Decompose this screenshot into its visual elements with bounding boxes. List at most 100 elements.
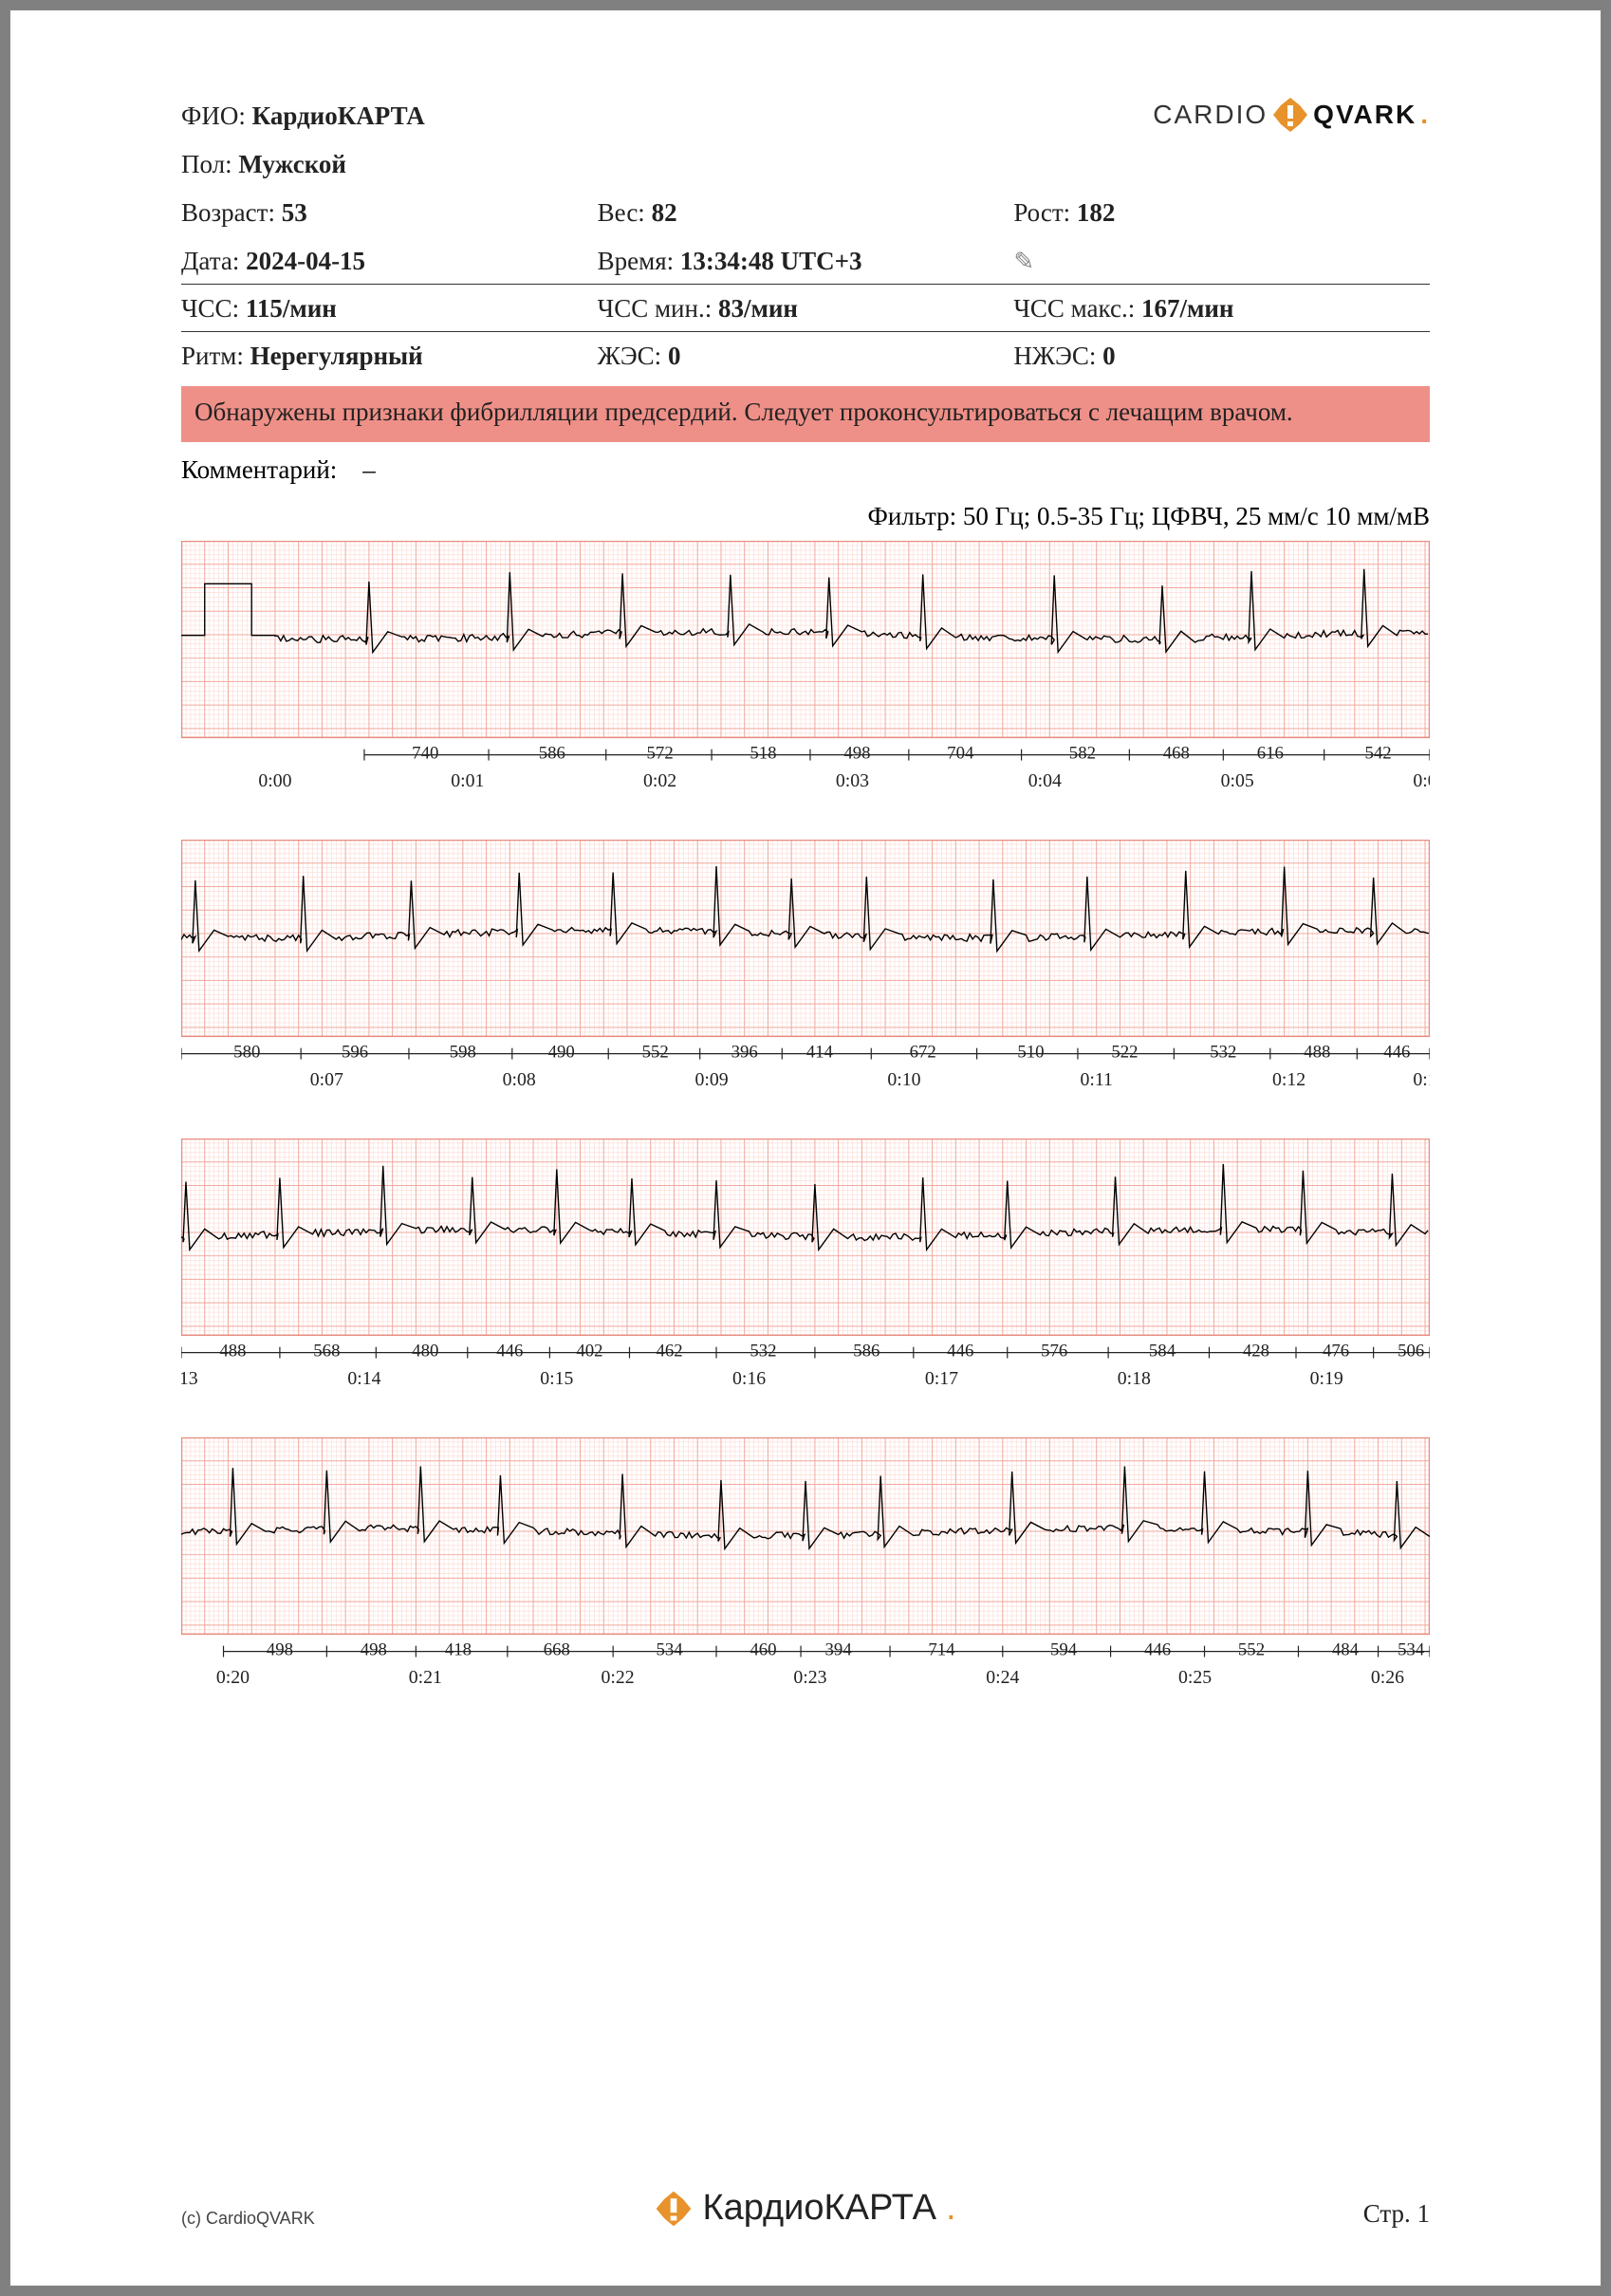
svg-text:598: 598 (450, 1043, 476, 1063)
svg-text:532: 532 (750, 1342, 776, 1361)
svg-text:584: 584 (1149, 1342, 1176, 1361)
hr-max: ЧСС макс.: 167/мин (1013, 284, 1430, 329)
brand-text-right: QVARK (1313, 100, 1417, 130)
svg-text:582: 582 (1069, 744, 1096, 764)
page-number: Стр. 1 (1363, 2199, 1430, 2229)
brand-dot: . (1420, 100, 1430, 130)
svg-text:0:16: 0:16 (732, 1369, 766, 1390)
record-date: Дата: 2024-04-15 (181, 241, 598, 282)
patient-height: Рост: 182 (1013, 193, 1430, 233)
svg-text:534: 534 (1398, 1640, 1425, 1660)
svg-text:594: 594 (1050, 1640, 1078, 1660)
report-page: CARDIO QVARK. ФИО: КардиоКАРТА Пол: Мужс… (9, 9, 1602, 2287)
comment-label: Комментарий: (181, 455, 337, 484)
edit-pencil-icon[interactable]: ✎ (1013, 248, 1034, 275)
comment-value: – (362, 455, 376, 484)
svg-text:542: 542 (1364, 744, 1391, 764)
rhythm-row: Ритм: Нерегулярный ЖЭС: 0 НЖЭС: 0 (181, 331, 1430, 377)
svg-text:498: 498 (843, 744, 870, 764)
svg-text:468: 468 (1163, 744, 1190, 764)
svg-text:0:04: 0:04 (1028, 770, 1062, 791)
footer-brand-icon (655, 2190, 693, 2228)
svg-text:402: 402 (576, 1342, 602, 1361)
svg-text:446: 446 (1383, 1043, 1410, 1063)
svg-text:0:02: 0:02 (643, 770, 676, 791)
svg-text:0:24: 0:24 (986, 1668, 1019, 1689)
svg-text:672: 672 (910, 1043, 936, 1063)
svg-text:0:09: 0:09 (694, 1069, 728, 1090)
svg-text:586: 586 (853, 1342, 880, 1361)
record-time: Время: 13:34:48 UTC+3 (598, 241, 1014, 282)
svg-text:0:00: 0:00 (258, 770, 291, 791)
svg-text:0:23: 0:23 (793, 1668, 826, 1689)
svg-text:0:03: 0:03 (836, 770, 869, 791)
svg-text:428: 428 (1243, 1342, 1269, 1361)
svg-text:0:13: 0:13 (1413, 1069, 1430, 1090)
svg-text:498: 498 (267, 1640, 293, 1660)
svg-text:0:21: 0:21 (409, 1668, 442, 1689)
patient-sex: Пол: Мужской (181, 144, 1430, 185)
svg-text:0:05: 0:05 (1221, 770, 1254, 791)
svg-text:518: 518 (750, 744, 776, 764)
ecg-strip: 580596598490552396414672510522532488446 … (181, 840, 1430, 1099)
svg-text:460: 460 (750, 1640, 776, 1660)
svg-text:0:22: 0:22 (602, 1668, 635, 1689)
hr-avg: ЧСС: 115/мин (181, 284, 598, 329)
edit-cell: ✎ (1013, 241, 1430, 282)
warning-banner: Обнаружены признаки фибрилляции предсерд… (181, 386, 1430, 442)
ecg-strip: 488 568 480 446 402 462 532 586 446 576 584 428 476 5… (181, 1139, 1430, 1398)
copyright: (c) CardioQVARK (181, 2209, 315, 2229)
footer-logo: КардиоКАРТА. (181, 2188, 1430, 2229)
svg-text:0:20: 0:20 (216, 1668, 250, 1689)
svg-text:0:01: 0:01 (451, 770, 484, 791)
svg-text:552: 552 (1238, 1640, 1265, 1660)
svg-text:704: 704 (947, 744, 974, 764)
svg-text:0:25: 0:25 (1178, 1668, 1212, 1689)
footer: КардиоКАРТА. (c) CardioQVARK Стр. 1 (181, 2169, 1430, 2229)
svg-text:476: 476 (1323, 1342, 1349, 1361)
svg-text:446: 446 (1144, 1640, 1171, 1660)
svg-text:484: 484 (1332, 1640, 1360, 1660)
brand-icon (1271, 96, 1309, 134)
svg-text:0:26: 0:26 (1371, 1668, 1404, 1689)
svg-text:552: 552 (642, 1043, 669, 1063)
patient-weight: Вес: 82 (598, 193, 1014, 233)
svg-text:0:15: 0:15 (540, 1369, 573, 1390)
svg-text:522: 522 (1111, 1043, 1138, 1063)
svg-text:0:14: 0:14 (347, 1369, 380, 1390)
svg-text:488: 488 (219, 1342, 246, 1361)
svg-text:572: 572 (647, 744, 674, 764)
svg-text:0:08: 0:08 (503, 1069, 536, 1090)
filter-settings: Фильтр: 50 Гц; 0.5-35 Гц; ЦФВЧ, 25 мм/с … (181, 502, 1430, 531)
svg-text:506: 506 (1398, 1342, 1424, 1361)
brand-text-left: CARDIO (1153, 100, 1268, 130)
svg-text:586: 586 (539, 744, 565, 764)
svg-text:0:06: 0:06 (1413, 770, 1430, 791)
patient-age: Возраст: 53 (181, 193, 598, 233)
svg-text:534: 534 (656, 1640, 683, 1660)
rhythm: Ритм: Нерегулярный (181, 331, 598, 377)
svg-text:576: 576 (1041, 1342, 1067, 1361)
svg-text:580: 580 (233, 1043, 260, 1063)
svg-text:0:19: 0:19 (1310, 1369, 1343, 1390)
svg-text:0:12: 0:12 (1272, 1069, 1305, 1090)
ecg-strip: 740586572518498704582468616542 0:000:010… (181, 541, 1430, 800)
svg-text:418: 418 (445, 1640, 472, 1660)
svg-text:498: 498 (361, 1640, 387, 1660)
svg-text:446: 446 (496, 1342, 523, 1361)
ves: ЖЭС: 0 (598, 331, 1014, 377)
ecg-strips-container: 740586572518498704582468616542 0:000:010… (181, 541, 1430, 1736)
sves: НЖЭС: 0 (1013, 331, 1430, 377)
svg-text:532: 532 (1210, 1043, 1236, 1063)
hr-row: ЧСС: 115/мин ЧСС мин.: 83/мин ЧСС макс.:… (181, 284, 1430, 329)
svg-text:0:17: 0:17 (925, 1369, 958, 1390)
svg-text:394: 394 (825, 1640, 853, 1660)
svg-text:0:18: 0:18 (1118, 1369, 1151, 1390)
svg-text:462: 462 (656, 1342, 682, 1361)
svg-text:446: 446 (947, 1342, 973, 1361)
svg-text:414: 414 (806, 1043, 834, 1063)
svg-text:0:10: 0:10 (887, 1069, 920, 1090)
svg-text:480: 480 (412, 1342, 438, 1361)
svg-text:490: 490 (548, 1043, 575, 1063)
svg-text:568: 568 (313, 1342, 340, 1361)
